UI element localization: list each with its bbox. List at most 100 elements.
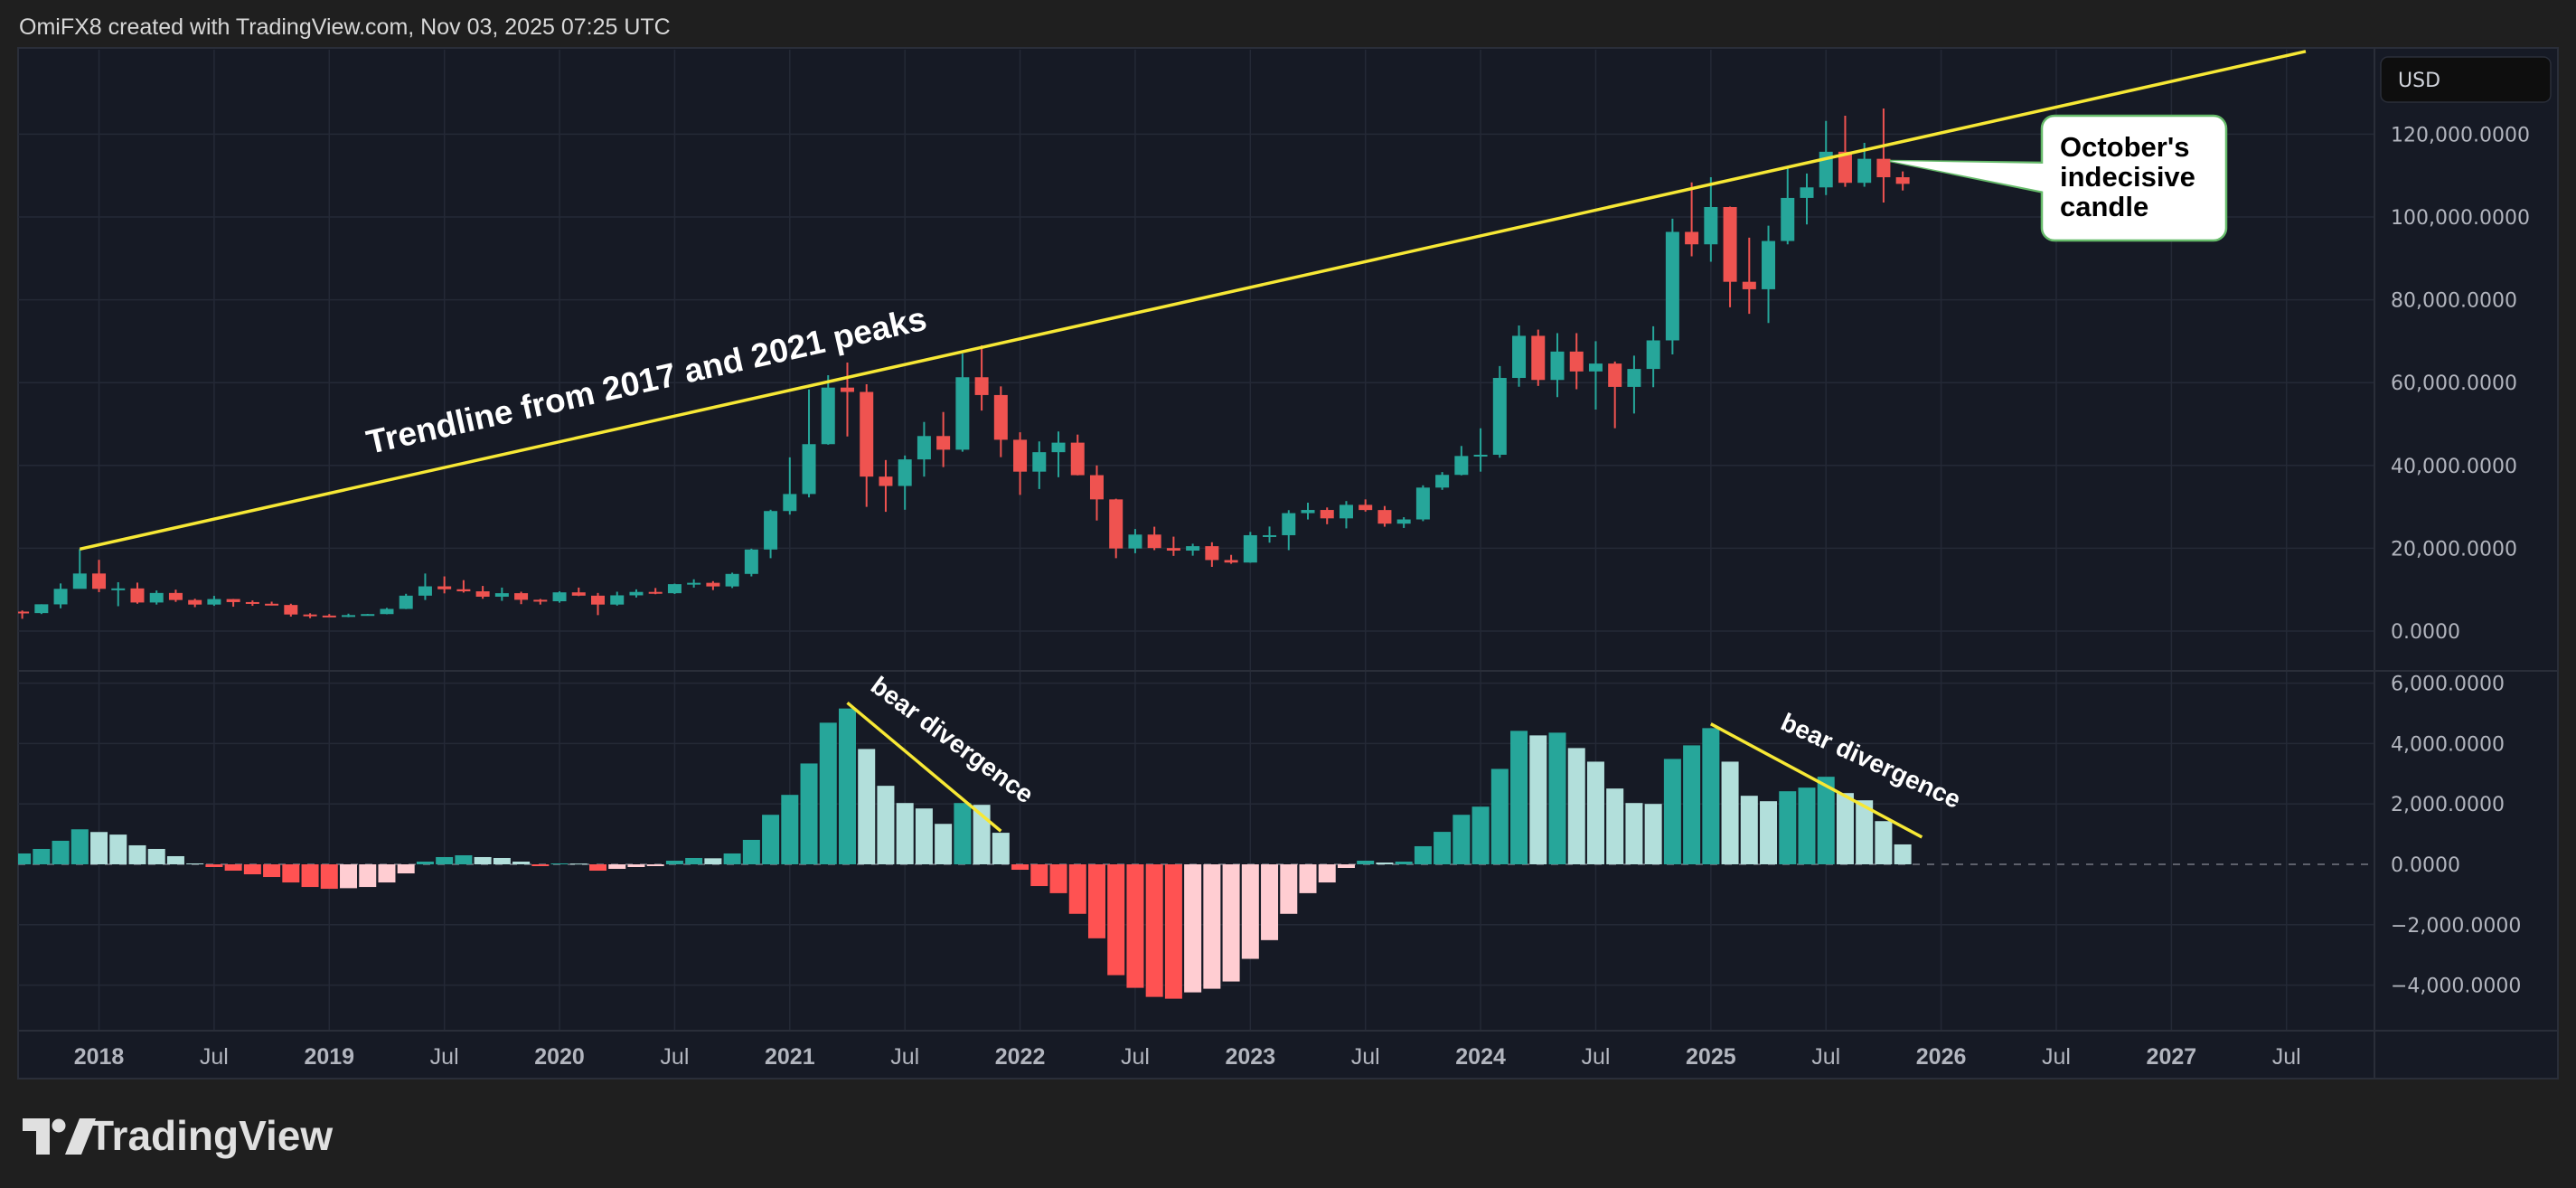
bear-divergence-line-1[interactable] [846,701,1002,833]
candle [1646,325,1660,388]
candle [764,509,778,559]
histogram-bar [608,864,626,870]
candle [1224,554,1238,564]
tradingview-logo[interactable]: TradingView [23,1112,333,1159]
candle-body [1569,351,1584,372]
candle [1070,434,1085,476]
indicator-axis-label: −2,000.0000 [2391,915,2521,938]
candle-body [1550,351,1565,381]
candle-body [1070,442,1085,476]
candle [34,604,49,615]
histogram-bar [781,795,799,864]
candle [1205,542,1219,568]
candle-body [168,592,183,600]
histogram-bar [397,864,415,874]
histogram-bar [1087,864,1105,938]
time-axis[interactable]: 2018 Jul 2019 Jul 2020 Jul 2021 Jul 2022 Jul 2023 J… [74,1044,2301,1070]
histogram-bar [1490,768,1509,864]
candle [1800,173,1814,225]
candle-body [245,601,259,604]
histogram-bar [1164,864,1182,999]
trendline-layer[interactable] [79,50,2307,552]
candle-body [342,615,356,618]
histogram-bar [704,858,722,864]
candle-body [149,592,164,603]
candle-body [1512,335,1527,379]
candle [226,599,240,608]
candle-body [898,459,912,486]
candle-body [533,599,548,602]
histogram-bar [531,864,550,867]
histogram-bar [455,854,473,864]
candle [1166,536,1180,556]
histogram-bar [762,815,780,864]
histogram-bar [147,848,165,864]
price-axis[interactable]: 120,000.0000 100,000.0000 80,000.0000 60,00… [2391,124,2530,644]
histogram-bar [838,708,856,864]
histogram-bar [858,749,876,864]
indicator-axis-label: 0.0000 [2391,854,2460,877]
time-axis-label: 2022 [995,1044,1046,1070]
candle-body [783,494,797,512]
histogram-bar [52,840,70,864]
candle-body [1781,197,1795,241]
candle [552,591,567,603]
trendline-2017-2021-peaks[interactable] [79,50,2307,552]
time-axis-label: Jul [1351,1044,1380,1070]
candle-body [1109,499,1123,549]
candle [687,579,701,588]
candle [399,593,413,609]
histogram-bar [71,829,89,864]
candle [1876,108,1891,203]
histogram-bar [1760,801,1778,864]
indicator-axis[interactable]: 6,000.0000 4,000.0000 2,000.0000 0.0000 −2,0… [2391,674,2521,998]
histogram-bar [1280,864,1298,914]
candle [993,386,1008,457]
histogram-bar [627,864,645,868]
histogram-bar [166,855,184,864]
candle-body [514,593,529,600]
candle [1243,532,1257,563]
candle-body [1454,456,1469,476]
candle-body [18,611,30,614]
histogram-bar [1241,864,1259,959]
currency-label: USD [2398,70,2440,92]
candle-body [1032,452,1047,472]
candle-body [1857,158,1872,184]
price-axis-label: 20,000.0000 [2391,538,2517,561]
candle-body [1301,510,1315,514]
candle-body [993,394,1008,440]
currency-button[interactable] [2380,56,2552,103]
callout-line-1: October's [2060,131,2189,163]
candle-body [380,608,394,615]
price-axis-label: 40,000.0000 [2391,456,2517,478]
candle [1512,325,1527,387]
candle-body [1665,231,1679,341]
candle-body [571,592,586,596]
candle [92,560,107,592]
histogram-bar [186,863,204,864]
histogram-bar [436,856,454,864]
bear-divergence-line-2[interactable] [1710,722,1923,839]
candle [303,613,317,618]
divergence-lines[interactable] [846,701,1923,839]
histogram-bar [589,864,606,872]
histogram-bar [1875,821,1893,864]
histogram-bar [1357,860,1375,864]
candle [917,421,931,477]
candle-body [648,591,663,594]
histogram-bar [1011,864,1029,871]
candle-body [1166,548,1180,552]
histogram-bar [1856,800,1874,864]
candle [380,608,394,615]
candle-body [1492,378,1507,455]
histogram-bar [1126,864,1144,988]
october-candle-callout[interactable]: October's indecisive candle [1889,114,2228,242]
histogram-bar [742,839,760,864]
time-axis-label: 2018 [74,1044,125,1070]
histogram-bar [896,803,914,864]
candle [1128,529,1142,553]
candle-body [1051,442,1066,453]
currency-selector[interactable]: USD [2380,56,2552,103]
